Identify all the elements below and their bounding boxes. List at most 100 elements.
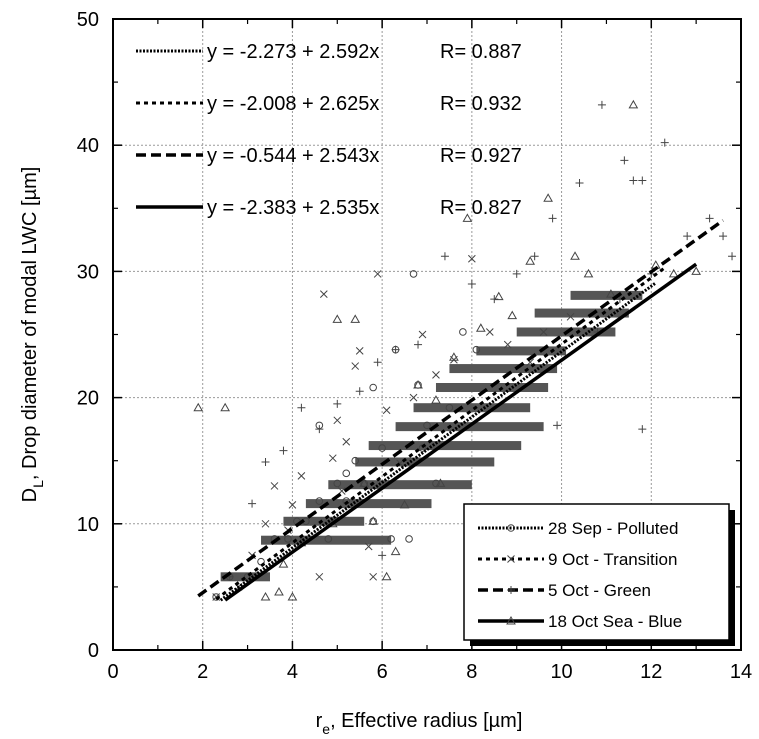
x-tick-label: 2 bbox=[197, 661, 208, 683]
x-tick-label: 8 bbox=[466, 661, 477, 683]
data-point-plus bbox=[548, 214, 557, 223]
data-band bbox=[413, 403, 531, 413]
data-point-circle bbox=[324, 535, 333, 543]
x-axis-title-rest: , Effective radius [µm] bbox=[330, 710, 522, 732]
data-point-triangle bbox=[359, 478, 370, 487]
data-point-triangle bbox=[332, 314, 343, 323]
data-point-circle bbox=[315, 497, 324, 505]
data-point-x bbox=[351, 362, 360, 370]
data-point-plus bbox=[279, 446, 288, 455]
data-point-triangle bbox=[278, 559, 289, 568]
data-point-x bbox=[288, 501, 297, 509]
data-point-plus bbox=[705, 214, 714, 223]
y-tick-label: 0 bbox=[88, 640, 99, 662]
data-point-circle bbox=[351, 456, 360, 465]
legend-entry-label: 18 Oct Sea - Blue bbox=[548, 612, 682, 631]
data-point-plus bbox=[638, 176, 647, 185]
data-point-triangle bbox=[507, 310, 518, 320]
data-point-plus bbox=[575, 179, 584, 188]
data-point-plus bbox=[248, 499, 257, 508]
fit-equation: y = -2.383 + 2.535x bbox=[207, 197, 379, 219]
data-point-plus bbox=[620, 156, 629, 165]
data-point-circle bbox=[333, 479, 342, 488]
fit-equation: y = -2.273 + 2.592x bbox=[207, 41, 379, 63]
data-point-plus bbox=[719, 232, 728, 241]
data-point-x bbox=[373, 270, 382, 278]
y-axis-title-subscript: L bbox=[30, 480, 46, 488]
data-band bbox=[534, 308, 629, 318]
x-tick-label: 4 bbox=[287, 661, 298, 683]
data-point-triangle bbox=[381, 571, 392, 581]
data-point-x bbox=[319, 290, 328, 298]
data-point-triangle bbox=[350, 314, 361, 323]
data-point-x bbox=[328, 454, 337, 463]
tick-labels: 0 2 4 6 8 10 12 14 0 10 20 30 40 50 bbox=[77, 9, 752, 683]
data-point-triangle bbox=[220, 402, 231, 412]
data-point-triangle bbox=[525, 256, 536, 265]
data-point-circle bbox=[418, 444, 427, 452]
x-axis-title-subscript: e bbox=[322, 721, 330, 737]
data-point-triangle bbox=[287, 591, 298, 601]
data-point-triangle bbox=[691, 266, 702, 275]
data-point-plus bbox=[414, 340, 423, 349]
data-point-triangle bbox=[368, 516, 379, 525]
data-point-triangle bbox=[668, 268, 679, 278]
regression-line bbox=[219, 281, 657, 602]
data-point-circle bbox=[409, 270, 418, 278]
x-tick-label: 14 bbox=[730, 661, 752, 683]
fit-r-value: R= 0.927 bbox=[440, 145, 522, 167]
data-point-triangle bbox=[399, 499, 410, 509]
x-tick-label: 10 bbox=[550, 661, 572, 683]
y-axis-title-rest: , Drop diameter of modal LWC [µm] bbox=[19, 167, 41, 480]
regression-lines bbox=[197, 218, 725, 602]
data-point-plus bbox=[333, 399, 342, 408]
data-point-x bbox=[297, 471, 306, 480]
data-band bbox=[476, 346, 567, 356]
data-point-triangle bbox=[543, 193, 553, 202]
data-point-triangle bbox=[449, 352, 459, 361]
regression-line bbox=[197, 218, 725, 598]
data-point-x bbox=[333, 416, 342, 425]
data-point-x bbox=[212, 593, 221, 601]
data-point-triangle bbox=[390, 546, 401, 556]
data-point-plus bbox=[683, 232, 692, 241]
legend-marker-plus bbox=[507, 586, 515, 594]
data-point-plus bbox=[512, 269, 521, 278]
data-point-circle bbox=[378, 444, 386, 452]
fit-equation: y = -2.008 + 2.625x bbox=[207, 93, 379, 115]
data-point-x bbox=[382, 406, 391, 415]
y-tick-label: 30 bbox=[77, 261, 99, 283]
data-point-x bbox=[468, 254, 476, 263]
fit-r-value: R= 0.932 bbox=[440, 93, 522, 115]
legend-marker-circle bbox=[507, 524, 515, 532]
data-point-triangle bbox=[431, 395, 441, 404]
data-point-circle bbox=[423, 421, 431, 430]
data-point-x bbox=[364, 542, 373, 551]
data-point-triangle bbox=[462, 213, 473, 222]
data-point-circle bbox=[459, 328, 467, 336]
data-point-x bbox=[315, 572, 324, 581]
data-point-triangle bbox=[274, 586, 284, 596]
data-point-x bbox=[539, 328, 548, 336]
data-point-plus bbox=[297, 403, 306, 412]
data-point-x bbox=[566, 312, 575, 321]
legend-entry-label: 9 Oct - Transition bbox=[548, 550, 677, 569]
data-point-triangle bbox=[413, 379, 423, 389]
data-markers bbox=[193, 99, 737, 601]
data-point-plus bbox=[467, 280, 476, 289]
data-point-x bbox=[503, 340, 512, 349]
legend-entry-label: 28 Sep - Polluted bbox=[548, 519, 678, 538]
data-point-triangle bbox=[606, 289, 616, 298]
data-point-x bbox=[369, 572, 378, 581]
data-point-x bbox=[432, 371, 440, 379]
y-tick-label: 50 bbox=[77, 9, 99, 31]
data-point-plus bbox=[261, 457, 270, 466]
data-point-circle bbox=[369, 383, 377, 392]
data-point-plus bbox=[440, 252, 449, 261]
data-band bbox=[355, 457, 495, 467]
legend-entry-label: 5 Oct - Green bbox=[548, 581, 651, 600]
data-band bbox=[305, 499, 432, 509]
data-point-plus bbox=[378, 551, 387, 560]
x-axis-title: re, Effective radius [µm] bbox=[316, 710, 523, 737]
